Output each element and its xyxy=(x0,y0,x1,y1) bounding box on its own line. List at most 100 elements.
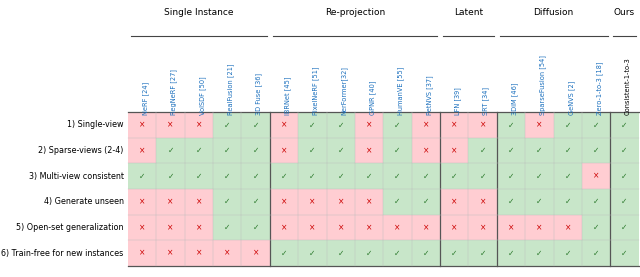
Bar xyxy=(525,215,554,240)
Bar xyxy=(156,240,185,266)
Text: ✓: ✓ xyxy=(366,172,372,181)
Bar xyxy=(326,112,355,138)
Bar xyxy=(440,240,468,266)
Bar xyxy=(270,112,298,138)
Text: SparseFusion [54]: SparseFusion [54] xyxy=(540,55,546,115)
Bar xyxy=(185,138,213,163)
Bar xyxy=(355,112,383,138)
Bar xyxy=(383,163,412,189)
Text: ✓: ✓ xyxy=(451,249,458,258)
Text: ×: × xyxy=(139,223,145,232)
Bar xyxy=(383,112,412,138)
Text: ✓: ✓ xyxy=(536,172,543,181)
Text: ✓: ✓ xyxy=(621,172,628,181)
Text: ×: × xyxy=(196,223,202,232)
Text: ×: × xyxy=(281,146,287,155)
Bar xyxy=(326,215,355,240)
Bar xyxy=(270,240,298,266)
Text: 1) Single-view: 1) Single-view xyxy=(67,120,124,129)
Text: ×: × xyxy=(451,146,458,155)
Bar xyxy=(554,112,582,138)
Text: ✓: ✓ xyxy=(423,249,429,258)
Bar xyxy=(128,112,156,138)
Text: ×: × xyxy=(479,223,486,232)
Bar xyxy=(241,215,270,240)
Text: 5) Open-set generalization: 5) Open-set generalization xyxy=(16,223,124,232)
Text: ×: × xyxy=(536,120,543,129)
Text: ×: × xyxy=(338,198,344,206)
Bar xyxy=(298,240,326,266)
Text: GPNR [40]: GPNR [40] xyxy=(369,80,376,115)
Bar xyxy=(554,163,582,189)
Text: 2) Sparse-views (2-4): 2) Sparse-views (2-4) xyxy=(38,146,124,155)
Text: ×: × xyxy=(281,120,287,129)
Text: ✓: ✓ xyxy=(593,146,599,155)
Text: ×: × xyxy=(281,198,287,206)
Bar xyxy=(582,138,611,163)
Text: ✓: ✓ xyxy=(196,146,202,155)
Bar xyxy=(213,163,241,189)
Bar xyxy=(497,240,525,266)
Text: 4) Generate unseen: 4) Generate unseen xyxy=(44,198,124,206)
Text: ✓: ✓ xyxy=(139,172,145,181)
Text: 3D Fuse [36]: 3D Fuse [36] xyxy=(256,73,262,115)
Bar xyxy=(383,240,412,266)
Text: ×: × xyxy=(139,120,145,129)
Text: NeRF [24]: NeRF [24] xyxy=(142,82,149,115)
Text: ✓: ✓ xyxy=(536,146,543,155)
Bar xyxy=(497,138,525,163)
Bar xyxy=(241,138,270,163)
Bar xyxy=(440,138,468,163)
Text: ✓: ✓ xyxy=(281,172,287,181)
Text: ✓: ✓ xyxy=(564,172,571,181)
Text: ✓: ✓ xyxy=(253,198,259,206)
Bar xyxy=(525,138,554,163)
Bar xyxy=(213,189,241,215)
Text: 3) Multi-view consistent: 3) Multi-view consistent xyxy=(29,172,124,181)
Bar xyxy=(468,112,497,138)
Bar xyxy=(128,240,156,266)
Bar xyxy=(468,163,497,189)
Bar xyxy=(185,215,213,240)
Text: ✓: ✓ xyxy=(508,146,514,155)
Bar xyxy=(611,240,639,266)
Text: ✓: ✓ xyxy=(224,172,230,181)
Bar xyxy=(525,112,554,138)
Text: ✓: ✓ xyxy=(508,120,514,129)
Bar xyxy=(355,240,383,266)
Bar xyxy=(440,112,468,138)
Bar xyxy=(128,215,156,240)
Text: ✓: ✓ xyxy=(621,198,628,206)
Bar xyxy=(185,189,213,215)
Bar xyxy=(554,189,582,215)
Text: ✓: ✓ xyxy=(508,249,514,258)
Text: ×: × xyxy=(196,198,202,206)
Bar xyxy=(554,240,582,266)
Bar xyxy=(270,215,298,240)
Text: ✓: ✓ xyxy=(564,249,571,258)
Bar xyxy=(298,163,326,189)
Text: ×: × xyxy=(366,198,372,206)
Text: ✓: ✓ xyxy=(451,172,458,181)
Text: HumanVE [55]: HumanVE [55] xyxy=(397,66,404,115)
Text: ×: × xyxy=(338,223,344,232)
Bar xyxy=(156,189,185,215)
Bar xyxy=(298,189,326,215)
Text: ×: × xyxy=(423,120,429,129)
Bar xyxy=(326,189,355,215)
Text: ×: × xyxy=(168,198,173,206)
Text: ×: × xyxy=(253,249,259,258)
Text: ✓: ✓ xyxy=(338,120,344,129)
Text: ✓: ✓ xyxy=(479,146,486,155)
Text: ×: × xyxy=(366,223,372,232)
Text: Single Instance: Single Instance xyxy=(164,8,234,17)
Text: ×: × xyxy=(451,198,458,206)
Bar xyxy=(156,163,185,189)
Text: ✓: ✓ xyxy=(564,198,571,206)
Bar xyxy=(497,215,525,240)
Text: ✓: ✓ xyxy=(479,172,486,181)
Bar xyxy=(440,189,468,215)
Text: ✓: ✓ xyxy=(224,223,230,232)
Bar xyxy=(582,189,611,215)
Text: ✓: ✓ xyxy=(196,172,202,181)
